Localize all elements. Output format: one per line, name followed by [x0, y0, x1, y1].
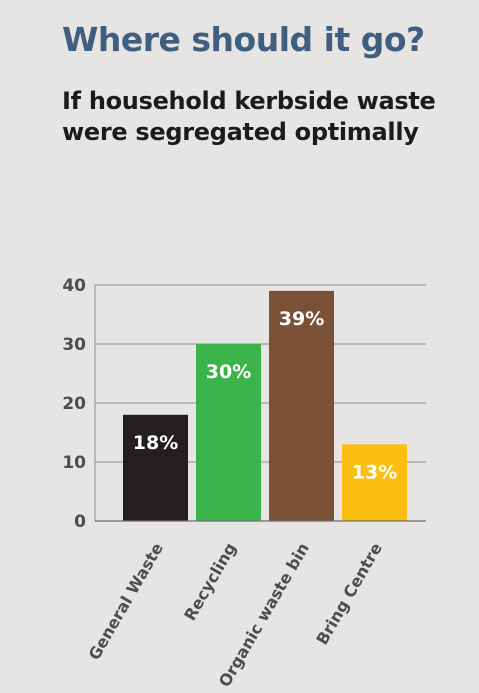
bar: [123, 414, 188, 521]
chart-title: Where should it go?: [62, 20, 425, 59]
y-tick-label: 10: [62, 453, 86, 473]
chart-subtitle: If household kerbside waste were segrega…: [62, 87, 436, 146]
bar: [269, 290, 334, 521]
data-label: 30%: [206, 361, 251, 383]
y-tick-label: 30: [62, 335, 86, 355]
y-tick-label: 20: [62, 394, 86, 414]
x-tick-label: Recycling: [180, 540, 240, 624]
data-label: 18%: [133, 432, 178, 454]
data-label: 39%: [279, 308, 324, 330]
x-tick-label: Bring Centre: [312, 539, 386, 648]
y-tick-label: 40: [62, 276, 86, 296]
bar: [196, 344, 261, 521]
x-tick-label: General Waste: [85, 539, 167, 663]
data-label: 13%: [352, 461, 397, 483]
bar: [342, 444, 407, 521]
y-tick-label: 0: [74, 512, 86, 532]
